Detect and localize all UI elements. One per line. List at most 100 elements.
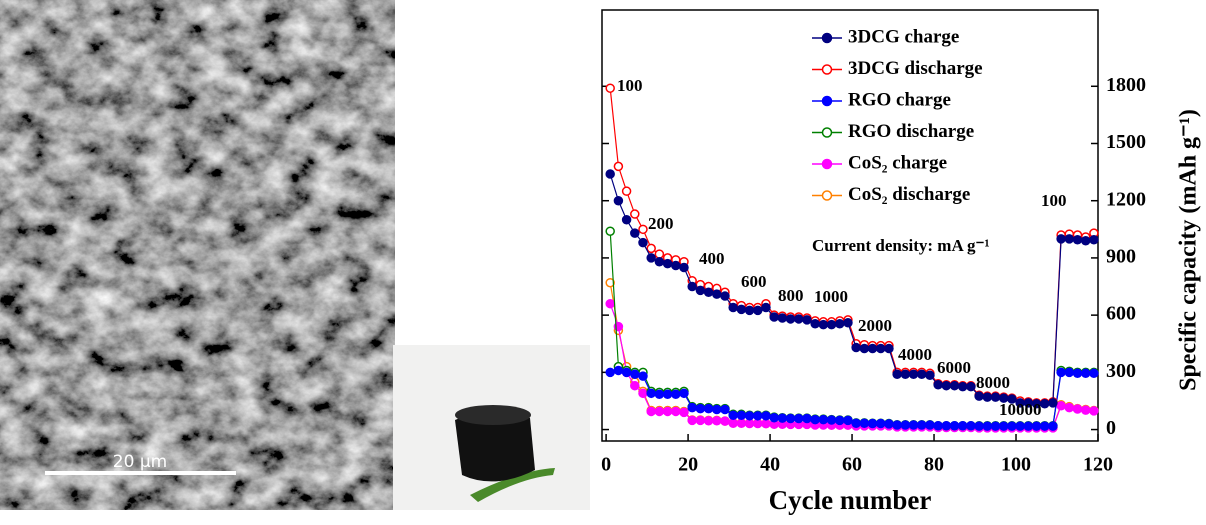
data-point xyxy=(836,320,844,328)
data-point xyxy=(877,419,885,427)
data-point xyxy=(828,416,836,424)
sem-image: 20 µm xyxy=(0,0,590,510)
data-point xyxy=(910,370,918,378)
data-point xyxy=(672,262,680,270)
data-point xyxy=(844,319,852,327)
y-tick-label: 600 xyxy=(1106,303,1136,325)
data-point xyxy=(1057,235,1065,243)
annotation: 800 xyxy=(778,286,804,305)
data-point xyxy=(746,419,754,427)
y-tick-label: 0 xyxy=(1106,417,1116,439)
sample-top xyxy=(455,405,531,425)
y-tick-label: 900 xyxy=(1106,246,1136,268)
data-point xyxy=(655,390,663,398)
data-point xyxy=(614,162,622,170)
data-point xyxy=(885,420,893,428)
annotation: 200 xyxy=(648,214,674,233)
legend-label: RGO discharge xyxy=(848,121,974,142)
data-point xyxy=(893,370,901,378)
x-tick-label: 80 xyxy=(924,454,944,476)
annotation: 100 xyxy=(617,76,643,95)
data-point xyxy=(1041,400,1049,408)
data-point xyxy=(934,381,942,389)
scale-bar-label: 20 µm xyxy=(113,452,167,472)
data-point xyxy=(901,370,909,378)
data-point xyxy=(1082,237,1090,245)
data-point xyxy=(762,304,770,312)
annotation: 400 xyxy=(699,249,725,268)
data-point xyxy=(918,370,926,378)
data-point xyxy=(860,419,868,427)
legend-label: 3DCG charge xyxy=(848,26,959,47)
data-point xyxy=(639,225,647,233)
data-point xyxy=(787,414,795,422)
y-tick-label: 1800 xyxy=(1106,74,1146,96)
data-point xyxy=(729,411,737,419)
data-point xyxy=(631,370,639,378)
legend-marker xyxy=(823,128,832,137)
series-line xyxy=(610,174,1094,404)
data-point xyxy=(655,258,663,266)
data-point xyxy=(975,392,983,400)
data-point xyxy=(721,417,729,425)
data-point xyxy=(754,419,762,427)
annotation: 10000 xyxy=(999,400,1042,419)
data-point xyxy=(803,316,811,324)
data-point xyxy=(770,313,778,321)
figure: 20 µm Cycle number Specific capacity (mA… xyxy=(0,0,1206,525)
data-point xyxy=(696,416,704,424)
data-point xyxy=(869,345,877,353)
data-point xyxy=(762,420,770,428)
legend-label: 3DCG discharge xyxy=(848,58,983,79)
data-point xyxy=(795,315,803,323)
data-point xyxy=(926,421,934,429)
data-point xyxy=(959,383,967,391)
data-point xyxy=(1049,422,1057,430)
data-point xyxy=(696,286,704,294)
data-point xyxy=(975,422,983,430)
data-point xyxy=(983,393,991,401)
data-point xyxy=(614,366,622,374)
data-point xyxy=(819,416,827,424)
data-point xyxy=(688,283,696,291)
data-point xyxy=(811,416,819,424)
data-point xyxy=(1000,422,1008,430)
x-tick-label: 40 xyxy=(760,454,780,476)
data-point xyxy=(639,239,647,247)
data-point xyxy=(918,421,926,429)
data-point xyxy=(754,412,762,420)
y-tick-label: 300 xyxy=(1106,360,1136,382)
data-point xyxy=(1082,406,1090,414)
data-point xyxy=(721,292,729,300)
legend-marker xyxy=(823,160,832,169)
data-point xyxy=(606,368,614,376)
x-tick-label: 60 xyxy=(842,454,862,476)
data-point xyxy=(705,417,713,425)
data-point xyxy=(680,263,688,271)
data-point xyxy=(647,254,655,262)
data-point xyxy=(655,250,663,258)
data-point xyxy=(672,390,680,398)
annotation: 2000 xyxy=(858,316,892,335)
data-point xyxy=(737,305,745,313)
data-point xyxy=(770,414,778,422)
data-point xyxy=(639,389,647,397)
x-tick-label: 0 xyxy=(601,454,611,476)
data-point xyxy=(893,421,901,429)
data-point xyxy=(647,389,655,397)
data-point xyxy=(1065,404,1073,412)
data-point xyxy=(819,321,827,329)
legend-label: CoS₂ discharge xyxy=(848,184,970,205)
data-point xyxy=(877,345,885,353)
data-point xyxy=(746,412,754,420)
data-point xyxy=(934,422,942,430)
data-point xyxy=(787,315,795,323)
data-point xyxy=(1065,235,1073,243)
x-tick-label: 120 xyxy=(1083,454,1113,476)
annotation: 1000 xyxy=(814,287,848,306)
y-tick-label: 1200 xyxy=(1106,188,1146,210)
data-point xyxy=(606,300,614,308)
data-point xyxy=(885,345,893,353)
data-point xyxy=(688,404,696,412)
data-point xyxy=(1065,368,1073,376)
